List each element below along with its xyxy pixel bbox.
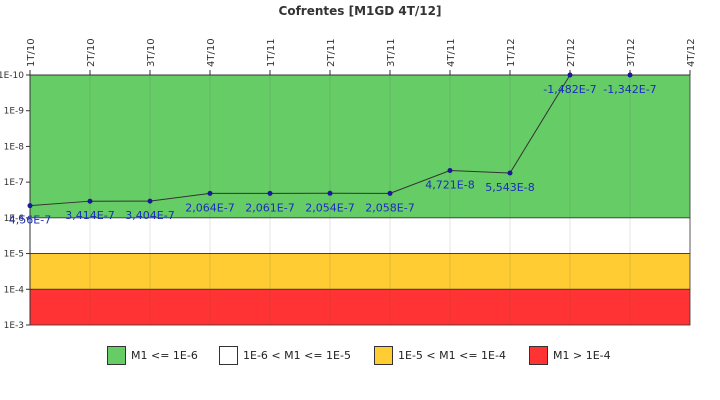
legend-item-green: M1 <= 1E-6 bbox=[107, 345, 198, 365]
x-tick-label: 4T/12 bbox=[686, 38, 697, 67]
data-label: 2,054E-7 bbox=[305, 201, 354, 214]
x-tick-label: 1T/12 bbox=[506, 38, 517, 67]
data-label: 4,56E-7 bbox=[9, 214, 51, 227]
band-green bbox=[29, 74, 691, 219]
grid bbox=[29, 75, 691, 325]
x-tick-label: 2T/11 bbox=[326, 38, 337, 67]
data-point bbox=[627, 72, 633, 78]
y-tick-label: 1E-3 bbox=[4, 321, 24, 331]
legend-item-red: M1 > 1E-4 bbox=[529, 345, 611, 365]
data-label: 4,721E-8 bbox=[425, 179, 474, 192]
x-tick-label: 4T/11 bbox=[446, 38, 457, 67]
legend-swatch-yellow bbox=[374, 345, 393, 365]
band-red bbox=[29, 288, 691, 326]
data-label: 5,543E-8 bbox=[485, 181, 534, 194]
chart-title: Cofrentes [M1GD 4T/12] bbox=[279, 4, 442, 18]
data-point bbox=[87, 198, 93, 204]
legend-label-yellow: 1E-5 < M1 <= 1E-4 bbox=[398, 348, 506, 362]
legend-swatch-red bbox=[529, 345, 548, 365]
data-label: 3,404E-7 bbox=[125, 209, 174, 222]
x-tick-label: 4T/10 bbox=[206, 38, 217, 67]
data-label: 2,058E-7 bbox=[365, 201, 414, 214]
y-tick-label: 1E-6 bbox=[4, 214, 25, 224]
y-tick-label: 1E-10 bbox=[0, 71, 24, 81]
y-axis: 1E-10 1E-9 1E-8 1E-7 1E-6 1E-5 1E-4 1E-3 bbox=[0, 71, 31, 331]
data-point bbox=[447, 168, 453, 174]
data-point bbox=[507, 170, 513, 176]
legend-label-green: M1 <= 1E-6 bbox=[131, 348, 198, 362]
y-tick-label: 1E-9 bbox=[4, 107, 25, 117]
data-label: -1,342E-7 bbox=[603, 83, 656, 96]
band-white bbox=[29, 217, 691, 254]
y-tick-label: 1E-7 bbox=[4, 178, 24, 188]
legend-item-white: 1E-6 < M1 <= 1E-5 bbox=[219, 345, 351, 365]
data-label: 2,064E-7 bbox=[185, 201, 234, 214]
band-yellow bbox=[29, 253, 691, 290]
data-label: -1,482E-7 bbox=[543, 83, 596, 96]
x-tick-label: 3T/11 bbox=[386, 38, 397, 67]
x-tick-label: 2T/10 bbox=[86, 38, 97, 67]
data-point bbox=[207, 190, 213, 196]
legend-label-white: 1E-6 < M1 <= 1E-5 bbox=[243, 348, 351, 362]
data-label: 2,061E-7 bbox=[245, 201, 294, 214]
data-point bbox=[27, 203, 33, 209]
x-tick-label: 3T/10 bbox=[146, 38, 157, 67]
x-tick-label: 1T/10 bbox=[26, 38, 37, 67]
data-point bbox=[327, 190, 333, 196]
x-tick-label: 1T/11 bbox=[266, 38, 277, 67]
legend-item-yellow: 1E-5 < M1 <= 1E-4 bbox=[374, 345, 506, 365]
series-group bbox=[27, 72, 633, 209]
threshold-bands bbox=[29, 74, 691, 326]
data-point bbox=[387, 190, 393, 196]
data-label: 3,414E-7 bbox=[65, 209, 114, 222]
chart: Cofrentes [M1GD 4T/12] 1T/10 2T/10 3T/10 4T… bbox=[0, 4, 697, 331]
data-point bbox=[567, 72, 573, 78]
x-tick-label: 2T/12 bbox=[566, 38, 577, 67]
legend-swatch-white bbox=[219, 345, 238, 365]
data-point bbox=[147, 198, 153, 204]
legend-label-red: M1 > 1E-4 bbox=[553, 348, 611, 362]
y-tick-label: 1E-4 bbox=[4, 285, 25, 295]
data-point bbox=[267, 190, 273, 196]
x-tick-label: 3T/12 bbox=[626, 38, 637, 67]
y-tick-label: 1E-8 bbox=[4, 142, 25, 152]
x-axis: 1T/10 2T/10 3T/10 4T/10 1T/11 2T/11 3T/11 4T/11… bbox=[26, 38, 697, 76]
legend-swatch-green bbox=[107, 345, 126, 365]
legend: M1 <= 1E-6 1E-6 < M1 <= 1E-5 1E-5 < M1 <… bbox=[0, 340, 720, 370]
data-labels: 4,56E-7 3,414E-7 3,404E-7 2,064E-7 2,061E-7 2… bbox=[9, 83, 657, 227]
y-tick-label: 1E-5 bbox=[4, 250, 24, 260]
